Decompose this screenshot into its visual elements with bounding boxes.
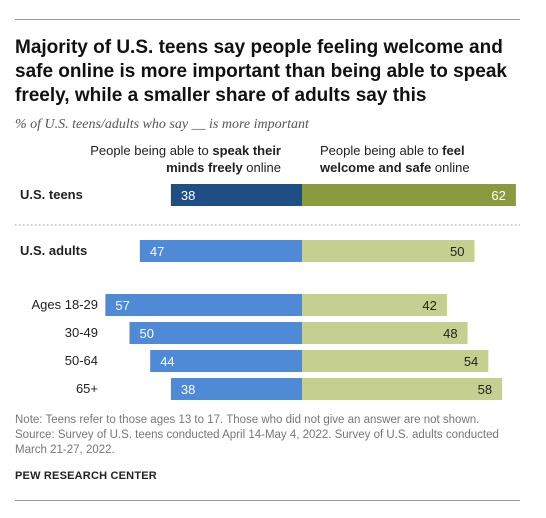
chart-note: Note: Teens refer to those ages 13 to 17…	[15, 413, 525, 428]
bar-speak-freely	[105, 294, 302, 316]
value-label-speak-freely: 50	[140, 326, 154, 341]
value-label-welcome-safe: 42	[422, 298, 436, 313]
value-label-speak-freely: 38	[181, 188, 195, 203]
bar-welcome-safe	[302, 184, 516, 206]
bar-welcome-safe	[302, 350, 488, 372]
category-label: Ages 18-29	[32, 297, 99, 312]
category-label: 50-64	[65, 353, 98, 368]
category-label: 65+	[76, 381, 98, 396]
value-label-speak-freely: 57	[115, 298, 129, 313]
value-label-welcome-safe: 62	[491, 188, 505, 203]
bar-welcome-safe	[302, 378, 502, 400]
category-label: U.S. teens	[20, 187, 83, 202]
source-credit: PEW RESEARCH CENTER	[15, 470, 157, 482]
value-label-welcome-safe: 48	[443, 326, 457, 341]
value-label-welcome-safe: 58	[478, 382, 492, 397]
value-label-speak-freely: 47	[150, 244, 164, 259]
value-label-welcome-safe: 50	[450, 244, 464, 259]
bar-welcome-safe	[302, 240, 475, 262]
category-label: U.S. adults	[20, 243, 87, 258]
chart-source: Source: Survey of U.S. teens conducted A…	[15, 428, 525, 458]
category-label: 30-49	[65, 325, 98, 340]
value-label-speak-freely: 44	[160, 354, 174, 369]
bar-speak-freely	[130, 322, 303, 344]
value-label-welcome-safe: 54	[464, 354, 478, 369]
bottom-rule	[15, 500, 520, 501]
value-label-speak-freely: 38	[181, 382, 195, 397]
